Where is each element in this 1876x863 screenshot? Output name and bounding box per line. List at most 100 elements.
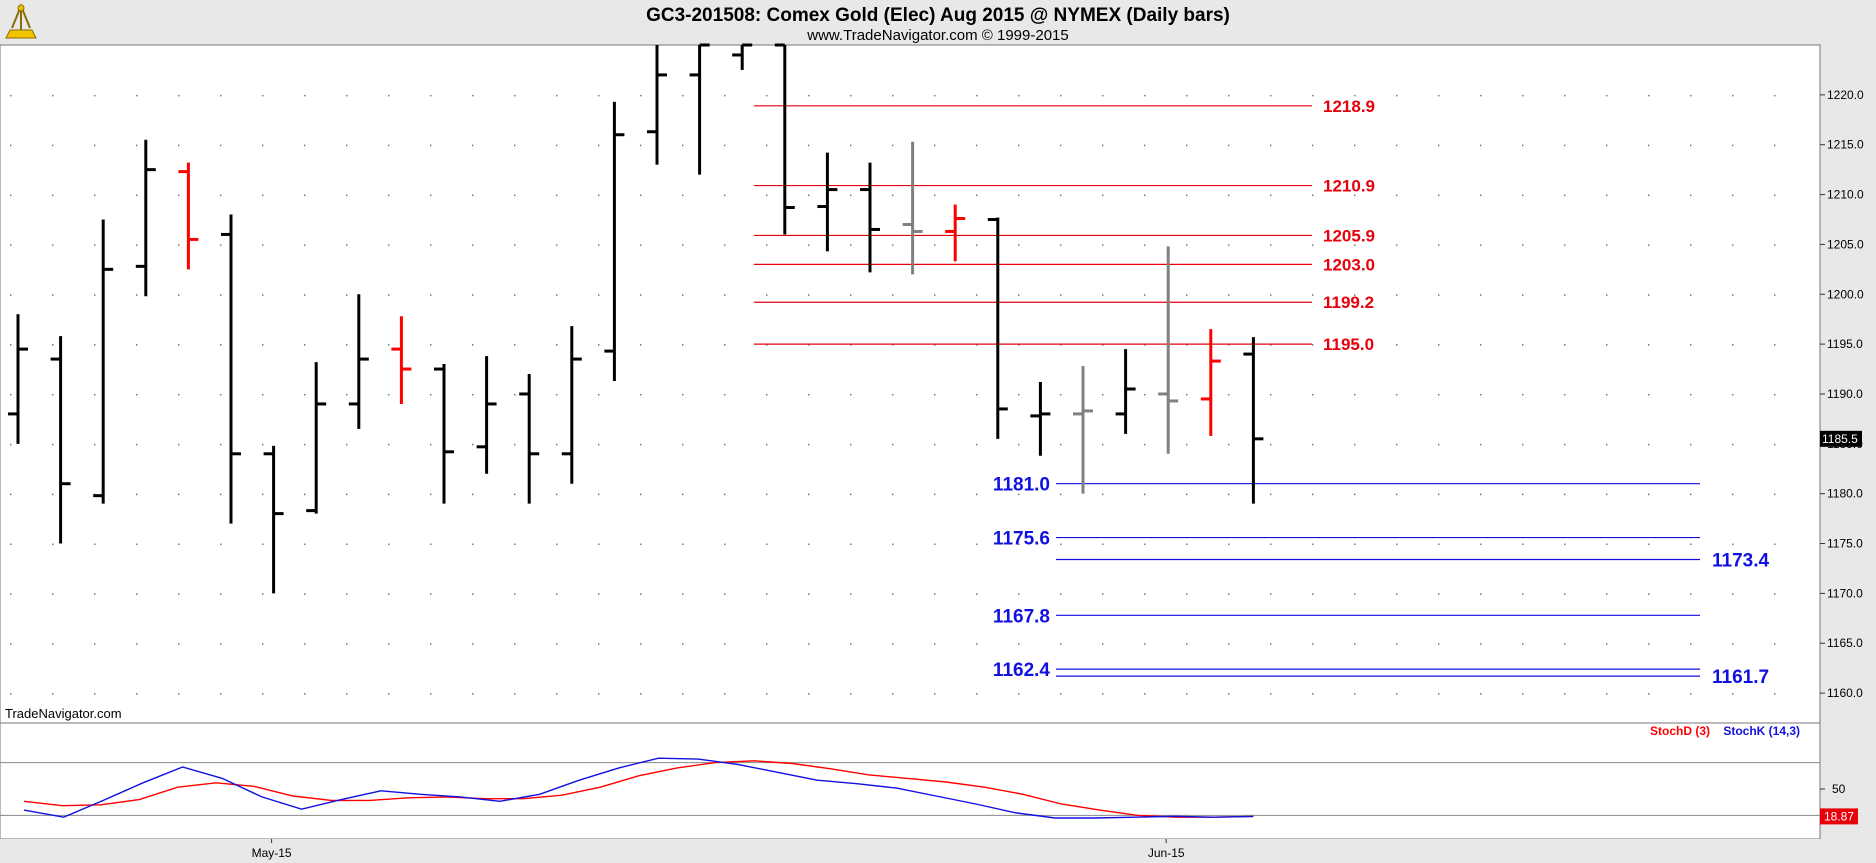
grid-dot bbox=[514, 144, 516, 147]
grid-dot bbox=[1270, 593, 1272, 595]
grid-dot bbox=[1144, 643, 1146, 645]
ohlc-bar bbox=[987, 217, 1008, 439]
grid-dot bbox=[556, 643, 558, 645]
grid-dot bbox=[892, 443, 894, 446]
grid-dot bbox=[1480, 493, 1482, 496]
grid-dot bbox=[94, 593, 96, 595]
grid-dot bbox=[1312, 294, 1314, 296]
grid-dot bbox=[136, 94, 138, 97]
grid-dot bbox=[388, 144, 390, 147]
grid-dot bbox=[1186, 443, 1188, 446]
price-tick-label: 1205.0 bbox=[1827, 237, 1864, 251]
grid-dot bbox=[1060, 344, 1062, 346]
grid-dot bbox=[136, 294, 138, 296]
grid-dot bbox=[1564, 443, 1566, 446]
grid-dot bbox=[514, 543, 516, 546]
grid-dot bbox=[1648, 393, 1650, 396]
grid-dot bbox=[1480, 144, 1482, 147]
grid-dot bbox=[178, 393, 180, 396]
grid-dot bbox=[1522, 443, 1524, 446]
grid-dot bbox=[1438, 294, 1440, 296]
grid-dot bbox=[1438, 693, 1440, 695]
grid-dot bbox=[136, 144, 138, 147]
grid-dot bbox=[682, 593, 684, 595]
grid-dot bbox=[976, 643, 978, 645]
grid-dot bbox=[262, 543, 264, 546]
grid-dot bbox=[430, 643, 432, 645]
grid-dot bbox=[556, 693, 558, 695]
grid-dot bbox=[640, 393, 642, 396]
grid-dot bbox=[1186, 294, 1188, 296]
sextant-logo-icon bbox=[5, 3, 37, 39]
grid-dot bbox=[472, 344, 474, 346]
grid-dot bbox=[94, 144, 96, 147]
grid-dot bbox=[892, 144, 894, 147]
grid-dot bbox=[976, 693, 978, 695]
grid-dot bbox=[178, 593, 180, 595]
grid-dot bbox=[598, 693, 600, 695]
grid-dot bbox=[1690, 294, 1692, 296]
grid-dot bbox=[1018, 493, 1020, 496]
grid-dot bbox=[556, 344, 558, 346]
grid-dot bbox=[10, 244, 12, 246]
grid-dot bbox=[1606, 593, 1608, 595]
grid-dot bbox=[808, 294, 810, 296]
grid-dot bbox=[94, 543, 96, 546]
grid-dot bbox=[94, 393, 96, 396]
grid-dot bbox=[1564, 593, 1566, 595]
grid-dot bbox=[808, 443, 810, 446]
grid-dot bbox=[1144, 543, 1146, 546]
grid-dot bbox=[1690, 393, 1692, 396]
grid-dot bbox=[598, 393, 600, 396]
grid-dot bbox=[220, 94, 222, 97]
grid-dot bbox=[1732, 543, 1734, 546]
grid-dot bbox=[1732, 144, 1734, 147]
grid-dot bbox=[934, 693, 936, 695]
grid-dot bbox=[136, 244, 138, 246]
grid-dot bbox=[1396, 294, 1398, 296]
grid-dot bbox=[1396, 543, 1398, 546]
grid-dot bbox=[430, 194, 432, 197]
grid-dot bbox=[388, 493, 390, 496]
grid-dot bbox=[892, 244, 894, 246]
grid-dot bbox=[304, 443, 306, 446]
grid-dot bbox=[1438, 593, 1440, 595]
grid-dot bbox=[346, 593, 348, 595]
grid-dot bbox=[1186, 244, 1188, 246]
grid-dot bbox=[808, 344, 810, 346]
grid-dot bbox=[1354, 393, 1356, 396]
grid-dot bbox=[1522, 393, 1524, 396]
grid-dot bbox=[1438, 194, 1440, 197]
grid-dot bbox=[1396, 493, 1398, 496]
grid-dot bbox=[1690, 194, 1692, 197]
grid-dot bbox=[850, 693, 852, 695]
grid-dot bbox=[976, 593, 978, 595]
grid-dot bbox=[640, 344, 642, 346]
grid-dot bbox=[262, 244, 264, 246]
grid-dot bbox=[850, 194, 852, 197]
grid-dot bbox=[1564, 294, 1566, 296]
grid-dot bbox=[1144, 344, 1146, 346]
grid-dot bbox=[136, 344, 138, 346]
grid-dot bbox=[1228, 543, 1230, 546]
grid-dot bbox=[1648, 693, 1650, 695]
grid-dot bbox=[304, 244, 306, 246]
ohlc-bar bbox=[434, 364, 454, 504]
grid-dot bbox=[1060, 144, 1062, 147]
grid-dot bbox=[1732, 593, 1734, 595]
grid-dot bbox=[1480, 194, 1482, 197]
grid-dot bbox=[1732, 194, 1734, 197]
grid-dot bbox=[430, 294, 432, 296]
grid-dot bbox=[1732, 443, 1734, 446]
ohlc-bar bbox=[50, 336, 71, 544]
grid-dot bbox=[1522, 493, 1524, 496]
ohlc-bar bbox=[1200, 329, 1221, 436]
grid-dot bbox=[850, 543, 852, 546]
grid-dot bbox=[682, 643, 684, 645]
grid-dot bbox=[1480, 443, 1482, 446]
grid-dot bbox=[1648, 593, 1650, 595]
grid-dot bbox=[1690, 344, 1692, 346]
grid-dot bbox=[262, 94, 264, 97]
grid-dot bbox=[1522, 294, 1524, 296]
grid-dot bbox=[640, 643, 642, 645]
